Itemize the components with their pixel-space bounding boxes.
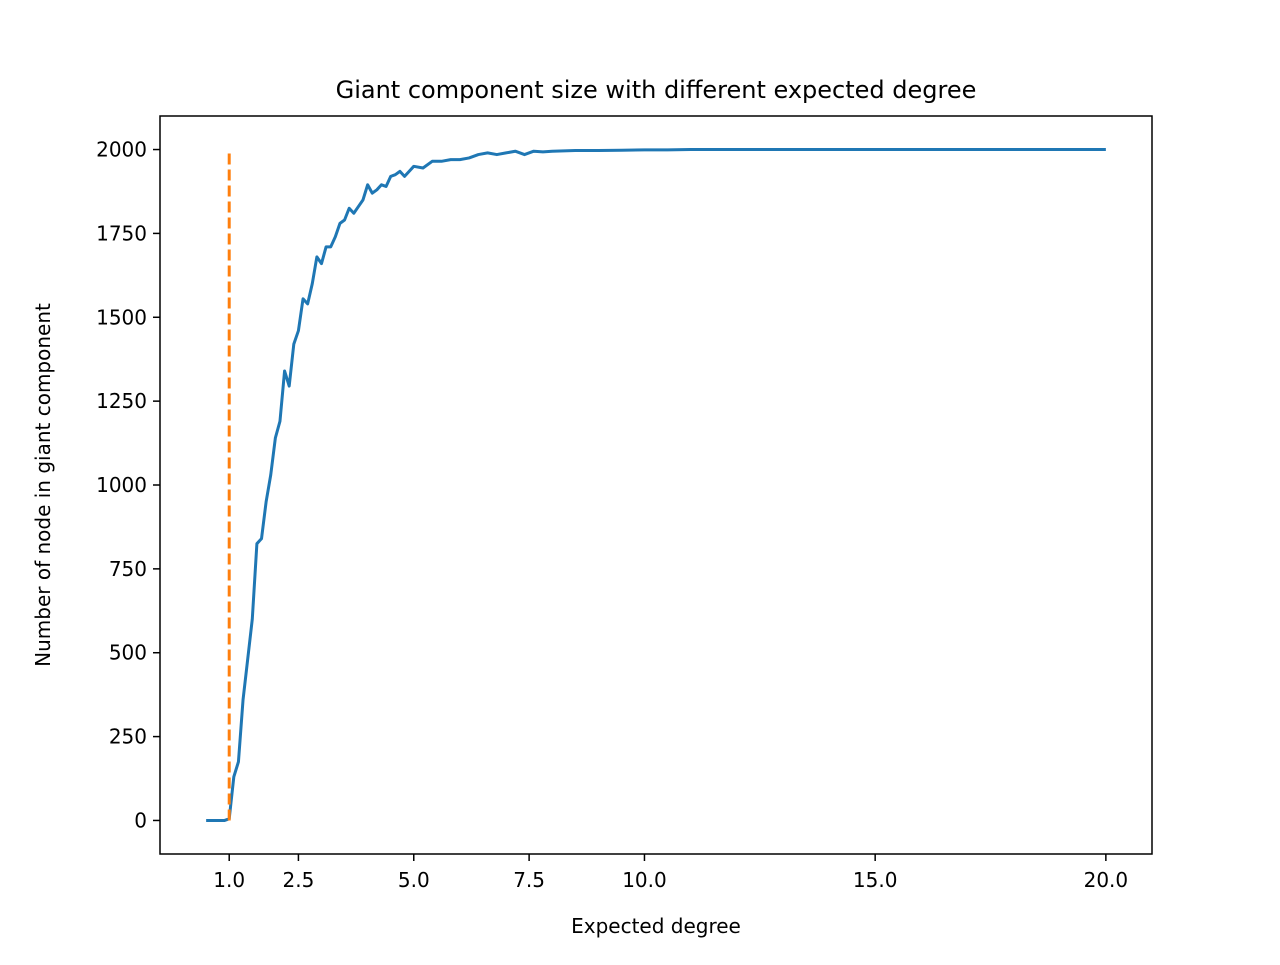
y-axis-label: Number of node in giant component xyxy=(31,303,55,667)
x-tick-label: 5.0 xyxy=(398,868,430,892)
y-tick-label: 250 xyxy=(109,725,147,749)
x-tick-label: 10.0 xyxy=(622,868,667,892)
y-tick-label: 1750 xyxy=(96,221,147,245)
x-axis-label: Expected degree xyxy=(571,914,741,938)
chart-title: Giant component size with different expe… xyxy=(336,76,977,104)
series-layer xyxy=(206,148,1106,822)
x-tick-label: 2.5 xyxy=(283,868,315,892)
y-tick-label: 1000 xyxy=(96,473,147,497)
y-tick-label: 1250 xyxy=(96,389,147,413)
y-tick-label: 1500 xyxy=(96,305,147,329)
x-tick-label: 15.0 xyxy=(853,868,898,892)
x-tick-label: 1.0 xyxy=(213,868,245,892)
y-tick-label: 500 xyxy=(109,641,147,665)
x-tick-label: 20.0 xyxy=(1084,868,1129,892)
y-axis-ticks: 0 250 500 750 1000 1250 1500 1750 2000 xyxy=(96,138,160,832)
x-tick-label: 7.5 xyxy=(513,868,545,892)
y-tick-label: 0 xyxy=(134,808,147,832)
series-line-1 xyxy=(206,148,1106,822)
y-tick-label: 750 xyxy=(109,557,147,581)
y-tick-label: 2000 xyxy=(96,138,147,162)
x-axis-ticks: 1.0 2.5 5.0 7.5 10.0 15.0 20.0 xyxy=(213,854,1128,892)
